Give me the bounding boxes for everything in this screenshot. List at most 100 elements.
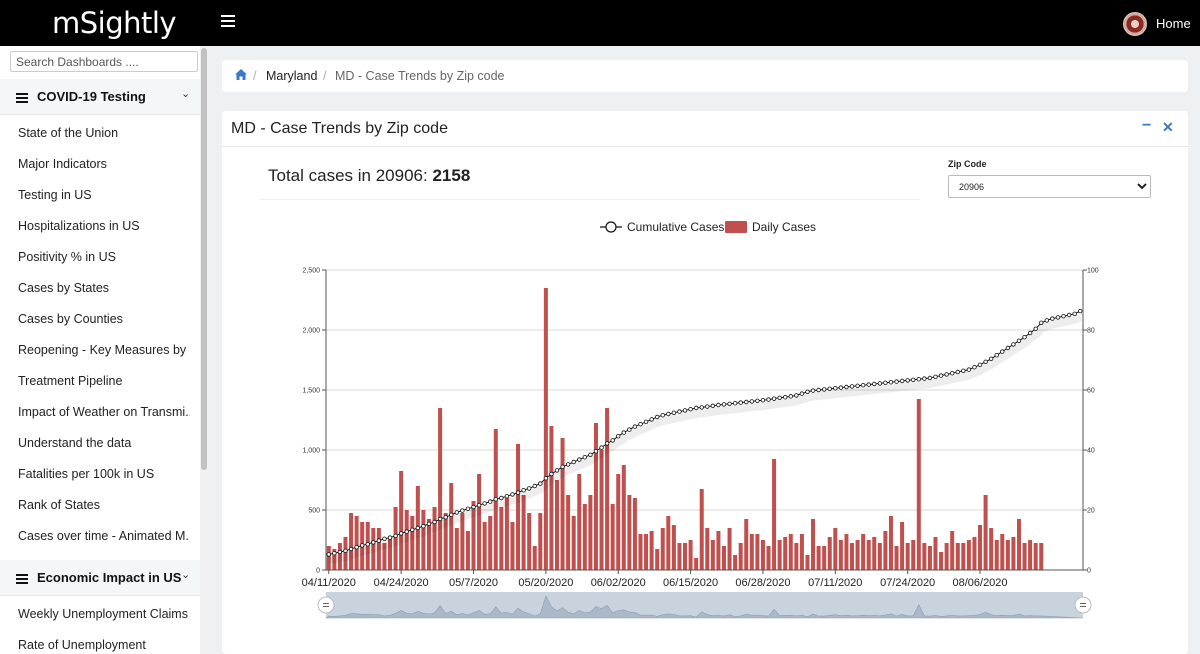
sidebar-item[interactable]: Reopening - Key Measures by .. [18, 343, 190, 357]
cumulative-cases-point [699, 405, 704, 410]
cumulative-cases-point [488, 499, 493, 504]
daily-cases-bar [582, 504, 587, 570]
close-icon[interactable]: ✕ [1162, 119, 1174, 135]
cumulative-cases-point [571, 459, 576, 465]
cumulative-cases-point [899, 378, 905, 384]
daily-cases-bar [438, 408, 443, 570]
cumulative-cases-point [460, 508, 465, 513]
search-input[interactable] [10, 51, 198, 72]
daily-cases-bar [794, 543, 799, 570]
cumulative-cases-point [348, 546, 354, 552]
home-link[interactable]: Home [1156, 16, 1191, 31]
sidebar-scrollbar-thumb[interactable] [201, 48, 207, 470]
sidebar-section-label: Economic Impact in US [37, 570, 182, 585]
cumulative-cases-point [643, 419, 649, 424]
sidebar-item[interactable]: State of the Union [18, 126, 119, 140]
sidebar-item[interactable]: Cases over time - Animated M.. [18, 529, 190, 543]
cumulative-cases-point [1027, 330, 1033, 336]
daily-cases-bar [554, 480, 560, 570]
sidebar-item[interactable]: Positivity % in US [18, 250, 116, 264]
cumulative-cases-point [721, 402, 727, 407]
cumulative-cases-point [1044, 318, 1050, 323]
sidebar-item[interactable]: Testing in US [18, 188, 92, 202]
daily-cases-bar [432, 507, 437, 570]
daily-cases-bar [465, 531, 470, 570]
chevron-down-icon[interactable]: ⌄ [181, 569, 191, 581]
daily-cases-bar [811, 519, 816, 570]
app-logo[interactable]: mSightly [52, 6, 177, 40]
cumulative-cases-point [554, 468, 560, 473]
top-bar: mSightly Home [0, 0, 1200, 46]
sidebar-item[interactable]: Rank of States [18, 498, 100, 512]
cumulative-cases-point [543, 476, 549, 481]
cumulative-cases-point [465, 506, 471, 511]
daily-cases-bar [532, 546, 537, 570]
cumulative-cases-point [493, 497, 498, 502]
sidebar-item[interactable]: Understand the data [18, 436, 132, 450]
cumulative-cases-point [1055, 315, 1061, 320]
sidebar-item[interactable]: Major Indicators [18, 157, 107, 171]
y-right-tick-label: 80 [1087, 328, 1095, 335]
sidebar-section-0[interactable]: COVID-19 Testing ⌄ [0, 79, 200, 115]
daily-cases-bar [449, 483, 454, 570]
daily-cases-bar [499, 507, 504, 570]
daily-cases-bar [894, 546, 899, 570]
cumulative-cases-point [749, 399, 755, 404]
chevron-down-icon[interactable]: ⌄ [181, 88, 191, 100]
daily-cases-bar [332, 549, 337, 570]
daily-cases-bar [527, 513, 532, 570]
daily-cases-bar [605, 408, 610, 570]
sidebar-item[interactable]: Impact of Weather on Transmi.. [18, 405, 190, 419]
daily-cases-bar [978, 525, 983, 570]
breadcrumb-current: MD - Case Trends by Zip code [335, 69, 505, 83]
cumulative-cases-point [660, 413, 665, 418]
daily-cases-bar [872, 537, 877, 570]
cumulative-cases-point [1005, 345, 1011, 351]
daily-cases-bar [877, 543, 882, 570]
avatar[interactable] [1123, 12, 1147, 36]
y-right-tick-label: 60 [1087, 388, 1095, 395]
cumulative-cases-point [627, 427, 632, 432]
cumulative-cases-point [693, 405, 699, 411]
cumulative-cases-point [504, 494, 510, 499]
zip-code-select[interactable]: 20906 [948, 175, 1151, 198]
x-tick-label: 04/24/2020 [374, 577, 429, 589]
sidebar-scrollbar[interactable] [200, 46, 208, 654]
sidebar-item[interactable]: Rate of Unemployment [18, 638, 146, 652]
y-right-tick-label: 0 [1087, 568, 1091, 575]
cumulative-cases-point [988, 356, 994, 361]
breadcrumb-link-maryland[interactable]: Maryland [266, 69, 318, 83]
cumulative-cases-point [821, 387, 827, 392]
sidebar-section-label: COVID-19 Testing [37, 89, 146, 104]
cumulative-cases-point [1000, 349, 1005, 354]
cumulative-cases-point [983, 359, 988, 364]
cumulative-cases-point [799, 391, 805, 396]
range-handle-right[interactable] [1074, 596, 1092, 614]
sidebar-item[interactable]: Cases by Counties [18, 312, 123, 326]
cumulative-cases-point [972, 365, 977, 370]
daily-cases-bar [833, 528, 838, 570]
minimize-icon[interactable]: − [1142, 117, 1152, 134]
sidebar-section-1[interactable]: Economic Impact in US ⌄ [0, 560, 200, 596]
sidebar-item[interactable]: Fatalities per 100k in US [18, 467, 155, 481]
cumulative-cases-point [872, 381, 877, 387]
cumulative-cases-point [326, 552, 331, 557]
daily-cases-bar [683, 543, 688, 570]
cumulative-cases-point [777, 395, 782, 400]
legend-bar-swatch [725, 221, 747, 233]
sidebar-item[interactable]: Hospitalizations in US [18, 219, 140, 233]
daily-cases-bar [382, 543, 387, 570]
daily-cases-bar [822, 546, 827, 570]
sidebar-item[interactable]: Weekly Unemployment Claims [18, 607, 188, 621]
home-icon[interactable] [235, 69, 247, 80]
cumulative-cases-point [588, 452, 593, 457]
menu-toggle-icon[interactable] [221, 15, 235, 29]
daily-cases-bar [454, 528, 459, 570]
sidebar-item[interactable]: Cases by States [18, 281, 110, 295]
sidebar-item[interactable]: Treatment Pipeline [18, 374, 123, 388]
daily-cases-bar [744, 519, 749, 570]
daily-cases-bar [349, 513, 354, 570]
daily-cases-bar [1028, 540, 1033, 570]
range-handle-left[interactable] [317, 596, 335, 614]
daily-cases-bar [621, 465, 626, 570]
